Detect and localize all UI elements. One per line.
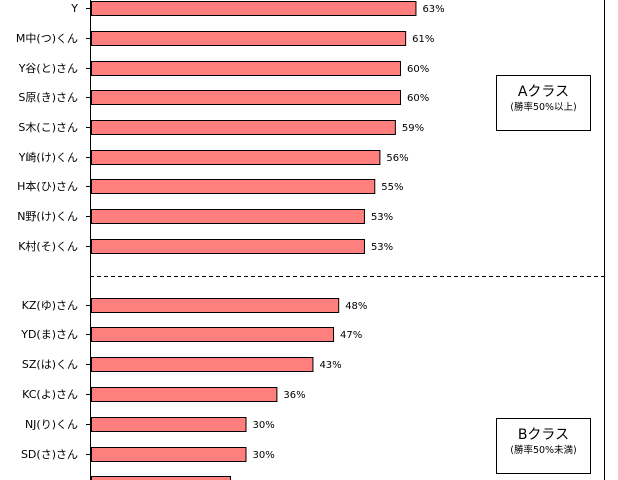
category-label: Y谷(と)さん bbox=[18, 62, 78, 75]
value-label: 63% bbox=[422, 4, 444, 15]
value-label: 59% bbox=[402, 123, 424, 134]
bar bbox=[91, 387, 278, 402]
bar bbox=[91, 476, 232, 480]
category-label: YD(ま)さん bbox=[20, 328, 78, 341]
bar bbox=[91, 179, 376, 194]
category-label: Y bbox=[70, 2, 78, 15]
value-label: 60% bbox=[407, 93, 429, 104]
category-label: Y崎(け)くん bbox=[18, 150, 78, 164]
value-label: 53% bbox=[371, 242, 393, 253]
class-a-note: (勝率50%以上) bbox=[510, 102, 577, 113]
category-label: SZ(は)くん bbox=[22, 358, 78, 371]
bar bbox=[91, 417, 247, 432]
class-b-name: Bクラス bbox=[517, 427, 570, 443]
class-b-label-box: Bクラス (勝率50%未満) bbox=[496, 418, 591, 474]
bar bbox=[91, 61, 401, 76]
bar bbox=[91, 447, 247, 462]
value-label: 30% bbox=[253, 450, 275, 461]
value-label: 43% bbox=[319, 360, 341, 371]
value-label: 47% bbox=[340, 330, 362, 341]
category-label: NJ(り)くん bbox=[25, 418, 78, 431]
bar bbox=[91, 120, 396, 135]
bar bbox=[91, 209, 365, 224]
bar bbox=[91, 327, 335, 342]
bar bbox=[91, 150, 381, 165]
category-label: SD(さ)さん bbox=[21, 448, 78, 461]
value-label: 55% bbox=[381, 182, 403, 193]
category-label: M中(つ)くん bbox=[16, 32, 78, 45]
value-label: 56% bbox=[386, 153, 408, 164]
value-label: 53% bbox=[371, 212, 393, 223]
bar bbox=[91, 357, 314, 372]
value-label: 60% bbox=[407, 64, 429, 75]
category-label: H本(ひ)さん bbox=[17, 179, 78, 193]
bar bbox=[91, 298, 340, 313]
value-label: 61% bbox=[412, 34, 434, 45]
class-a-label-box: Aクラス (勝率50%以上) bbox=[496, 75, 591, 131]
category-label: KZ(ゆ)さん bbox=[22, 299, 78, 312]
category-label: K村(そ)くん bbox=[18, 239, 78, 253]
category-label: N野(け)くん bbox=[17, 210, 78, 223]
class-a-name: Aクラス bbox=[517, 84, 570, 100]
bar bbox=[91, 31, 407, 46]
class-b-note: (勝率50%未満) bbox=[510, 445, 577, 456]
bar bbox=[91, 239, 365, 254]
category-label: S木(こ)さん bbox=[18, 121, 78, 134]
category-label: S原(き)さん bbox=[18, 91, 78, 104]
value-label: 30% bbox=[253, 420, 275, 431]
bar bbox=[91, 1, 417, 16]
value-label: 36% bbox=[283, 390, 305, 401]
category-label: KC(よ)さん bbox=[22, 388, 78, 401]
value-label: 48% bbox=[345, 301, 367, 312]
bar bbox=[91, 90, 401, 105]
